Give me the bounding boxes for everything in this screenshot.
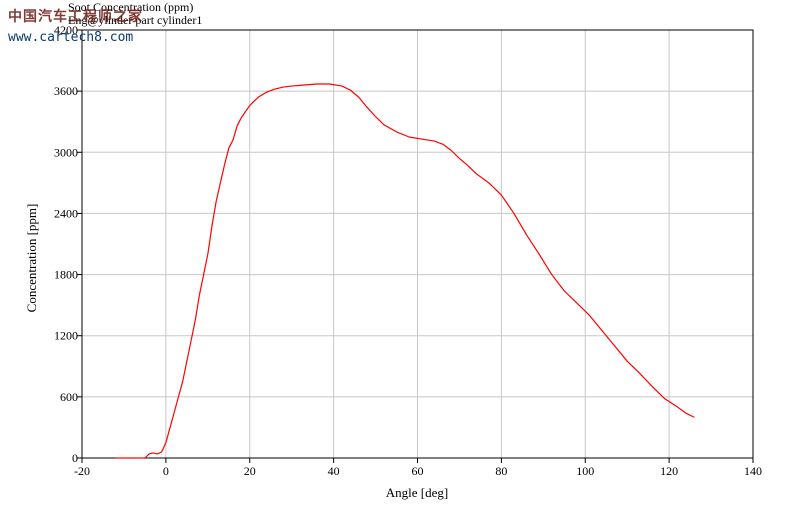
y-tick-label: 1200	[54, 329, 78, 343]
series-group	[115, 83, 695, 459]
y-tick-label: 0	[72, 451, 78, 465]
x-tick-label: 100	[576, 464, 594, 478]
chart-title: Soot Concentration (ppm)	[68, 0, 194, 14]
x-tick-label: 140	[744, 464, 762, 478]
watermark-url: www.cartech8.com	[8, 30, 134, 45]
x-tick-label: 0	[163, 464, 169, 478]
x-tick-label: 60	[412, 464, 424, 478]
y-tick-label: 2400	[54, 206, 78, 220]
watermark-logo: 中国汽车工程师之家	[8, 9, 143, 25]
grid	[82, 30, 753, 458]
x-tick-label: 40	[328, 464, 340, 478]
y-tick-label: 4200	[54, 23, 78, 37]
y-tick-label: 600	[60, 390, 78, 404]
x-tick-label: 20	[244, 464, 256, 478]
axis-ticks: -20 0 20 40 60 80 100 120 1400600120018002400300…	[54, 23, 762, 478]
y-tick-label: 1800	[54, 268, 78, 282]
chart-subtitle: Eng@ylinder part cylinder1	[68, 13, 203, 27]
y-tick-label: 3600	[54, 84, 78, 98]
x-tick-label: -20	[74, 464, 90, 478]
soot-concentration-line	[115, 83, 695, 459]
y-tick-label: 3000	[54, 145, 78, 159]
x-axis-label: Angle [deg]	[386, 485, 448, 500]
x-tick-label: 80	[495, 464, 507, 478]
y-axis-label: Concentration [ppm]	[24, 204, 39, 313]
x-tick-label: 120	[660, 464, 678, 478]
